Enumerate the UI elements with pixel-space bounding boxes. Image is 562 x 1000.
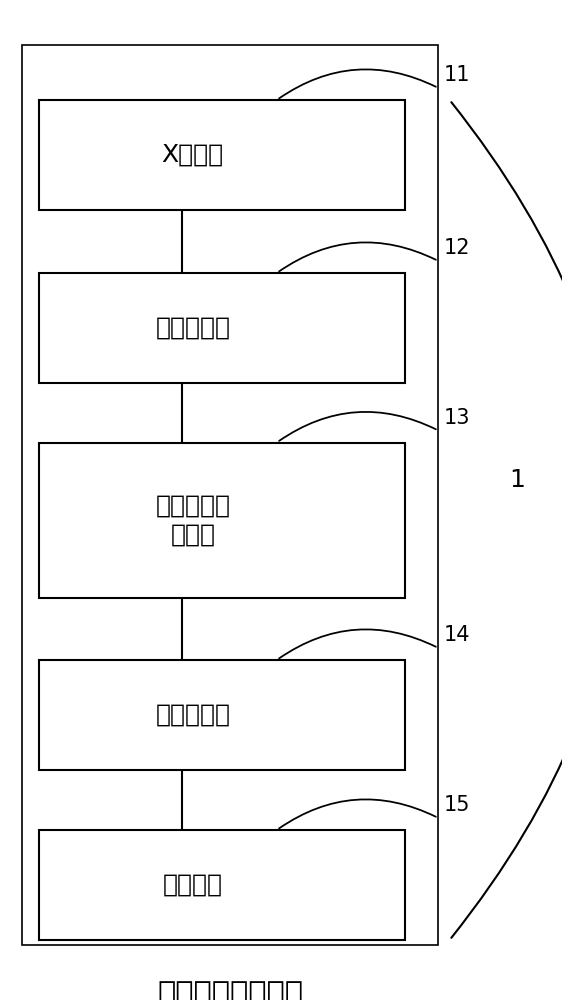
Bar [39, 100, 405, 210]
Bar [39, 660, 405, 770]
Text: 光电探测器: 光电探测器 [155, 703, 230, 727]
FancyArrowPatch shape [279, 799, 436, 828]
Text: 锂离子电池: 锂离子电池 [155, 316, 230, 340]
Bar [39, 273, 405, 383]
Bar [39, 830, 405, 940]
Text: 辅助系统: 辅助系统 [163, 873, 223, 897]
FancyArrowPatch shape [279, 69, 436, 98]
FancyArrowPatch shape [279, 629, 436, 658]
Text: 14: 14 [444, 625, 470, 645]
Bar [22, 45, 438, 945]
FancyArrowPatch shape [279, 412, 436, 441]
Text: 层析成像测量系统: 层析成像测量系统 [157, 980, 303, 1000]
Text: 1: 1 [509, 468, 525, 492]
FancyArrowPatch shape [451, 102, 562, 938]
FancyArrowPatch shape [279, 242, 436, 271]
Text: X射线源: X射线源 [162, 143, 224, 167]
Text: 样品扫描机
械系统: 样品扫描机 械系统 [155, 493, 230, 547]
Text: 13: 13 [444, 408, 470, 428]
Text: 15: 15 [444, 795, 470, 815]
Text: 12: 12 [444, 238, 470, 258]
Bar [39, 442, 405, 598]
Text: 11: 11 [444, 65, 470, 85]
